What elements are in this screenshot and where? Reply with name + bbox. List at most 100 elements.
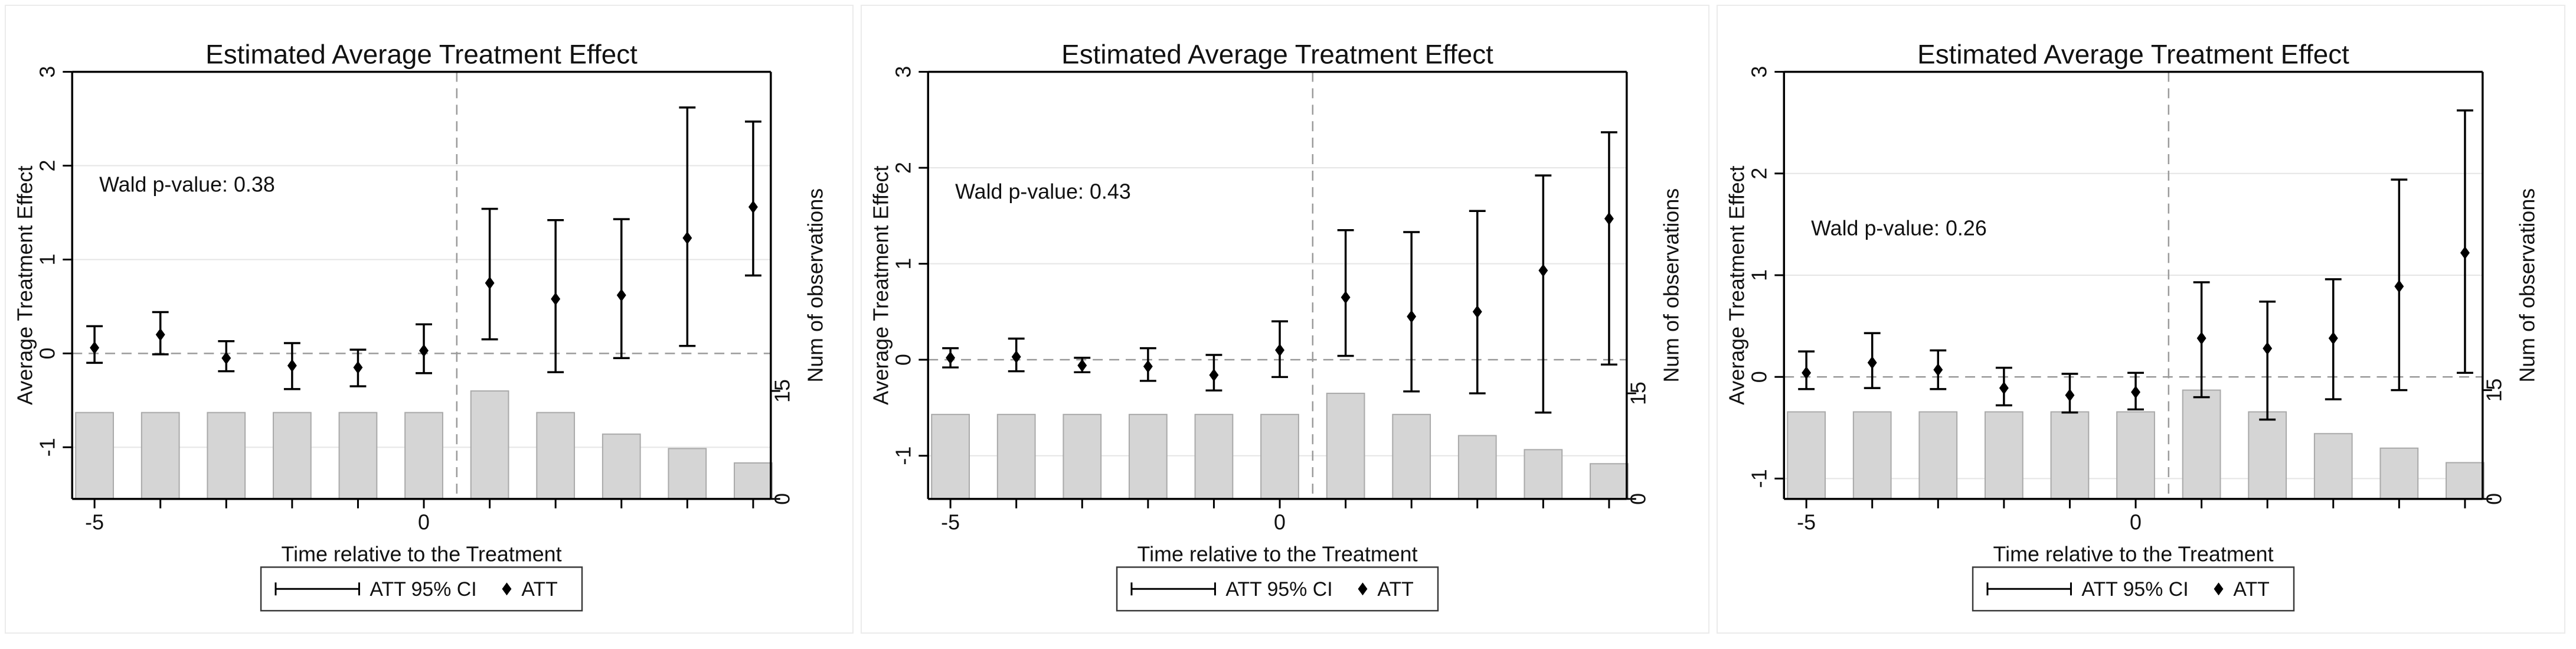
obs-bar [2050, 411, 2090, 500]
ci-legend-sample-icon [274, 582, 360, 596]
obs-bar [338, 412, 378, 500]
att-marker [1407, 310, 1417, 323]
att-panel-2: -1 0 1 2 3 0 15 -5 0 Estimated Average Treatment… [861, 5, 1709, 634]
y-left-tick-label: 3 [1747, 66, 1771, 78]
x-tick-label: -5 [941, 511, 960, 534]
y-right-tick-label: 15 [1627, 381, 1650, 405]
att-marker [1933, 363, 1943, 377]
obs-bar [1194, 413, 1234, 500]
y-left-tick-label: 2 [1747, 168, 1771, 180]
obs-bar [1590, 463, 1629, 500]
att-marker [1209, 368, 1219, 382]
obs-bar [734, 462, 773, 500]
y-left-tick-label: 0 [35, 347, 59, 359]
legend-ci-label: ATT 95% CI [370, 578, 476, 601]
obs-bar [1128, 413, 1168, 500]
y-left-tick-label: 1 [891, 258, 915, 270]
y-right-tick-label: 15 [771, 379, 795, 403]
y-left-tick-label: 3 [891, 66, 915, 78]
x-tick-label: -5 [1797, 511, 1816, 534]
obs-bar [470, 390, 509, 500]
y-left-tick-label: 2 [891, 162, 915, 174]
att-chart-1: -1 0 1 2 3 0 15 -5 0 Estimated Average Treatment… [14, 40, 827, 612]
obs-bar [75, 412, 115, 500]
chart-title: Estimated Average Treatment Effect [1917, 40, 2349, 70]
att-chart-2: -1 0 1 2 3 0 15 -5 0 Estimated Average Treatment… [869, 40, 1683, 612]
obs-bar [1918, 411, 1958, 500]
att-marker [2263, 342, 2273, 355]
plot-geometry: -1 0 1 2 3 0 15 -5 0 [35, 66, 794, 534]
obs-bar [2379, 447, 2419, 500]
x-axis-title: Time relative to the Treatment [1993, 542, 2274, 566]
ci-legend-sample-icon [1130, 582, 1216, 596]
obs-bar [1063, 413, 1102, 500]
x-tick-label: -5 [85, 511, 104, 534]
legend-att-label: ATT [2233, 578, 2269, 601]
att-panel-1: -1 0 1 2 3 0 15 -5 0 Estimated Average Treatment… [5, 5, 854, 634]
y-right-tick-label: 0 [2483, 493, 2506, 505]
obs-bar [536, 412, 576, 500]
y-right-tick-label: 0 [1627, 493, 1650, 505]
att-marker [2196, 331, 2206, 345]
obs-bar [140, 412, 180, 500]
obs-bar [1326, 393, 1365, 500]
att-marker [1538, 264, 1548, 277]
att-marker [748, 200, 758, 214]
y-axis-right-title: Num of observations [2515, 188, 2539, 383]
plot-geometry: -1 0 1 2 3 0 15 -5 0 [1747, 66, 2506, 534]
att-marker [682, 231, 692, 244]
y-right-tick-label: 0 [771, 493, 795, 505]
obs-bar [1260, 413, 1299, 500]
y-left-tick-label: 3 [35, 66, 59, 78]
legend: ATT 95% CI ATT [260, 566, 583, 612]
obs-bar [2182, 389, 2221, 500]
att-marker [90, 341, 100, 354]
y-axis-left-title: Average Treatment Effect [14, 166, 37, 405]
y-left-tick-label: -1 [1747, 469, 1771, 488]
att-marker [551, 292, 561, 306]
obs-bar [668, 448, 707, 500]
y-axis-left-title: Average Treatment Effect [1725, 166, 1749, 405]
x-tick-label: 0 [418, 511, 430, 534]
att-marker [1011, 350, 1021, 364]
att-marker [419, 344, 429, 357]
y-axis-right-title: Num of observations [803, 188, 827, 383]
legend: ATT 95% CI ATT [1116, 566, 1439, 612]
x-axis-title: Time relative to the Treatment [1137, 542, 1418, 566]
obs-bar [1457, 435, 1497, 500]
obs-bar [2116, 411, 2155, 500]
chart-title: Estimated Average Treatment Effect [1061, 40, 1493, 70]
figure-strip: -1 0 1 2 3 0 15 -5 0 Estimated Average Treatment… [5, 5, 2565, 634]
att-marker [1077, 358, 1087, 372]
att-marker [2394, 279, 2404, 293]
ci-legend-sample-icon [1986, 582, 2072, 596]
y-left-tick-label: -1 [891, 446, 915, 465]
obs-bar [1852, 411, 1892, 500]
obs-bar [207, 412, 246, 500]
obs-bar [931, 413, 970, 500]
obs-bar [1524, 449, 1563, 500]
obs-bar [1392, 413, 1431, 500]
y-right-tick-label: 15 [2483, 379, 2506, 402]
obs-bar [272, 412, 312, 500]
obs-bar [1787, 411, 1826, 500]
att-chart-3: -1 0 1 2 3 0 15 -5 0 Estimated Average Treatment… [1725, 40, 2539, 612]
y-left-tick-label: 1 [1747, 269, 1771, 281]
obs-bar [1984, 411, 2023, 500]
plot-geometry: -1 0 1 2 3 0 15 -5 0 [891, 66, 1650, 534]
y-axis-left-title: Average Treatment Effect [869, 166, 893, 405]
x-tick-label: 0 [1274, 511, 1286, 534]
att-marker [1999, 381, 2009, 395]
wald-annotation: Wald p-value: 0.43 [955, 180, 1131, 204]
legend: ATT 95% CI ATT [1972, 566, 2295, 612]
obs-bar [2313, 433, 2353, 500]
att-marker [946, 351, 956, 364]
att-marker [353, 361, 363, 374]
legend-att-label: ATT [521, 578, 557, 601]
att-marker [2131, 386, 2141, 399]
att-marker [2065, 389, 2075, 402]
x-axis-title: Time relative to the Treatment [282, 542, 562, 566]
chart-title: Estimated Average Treatment Effect [205, 40, 638, 70]
att-marker [2460, 246, 2470, 260]
att-marker [2328, 331, 2338, 345]
